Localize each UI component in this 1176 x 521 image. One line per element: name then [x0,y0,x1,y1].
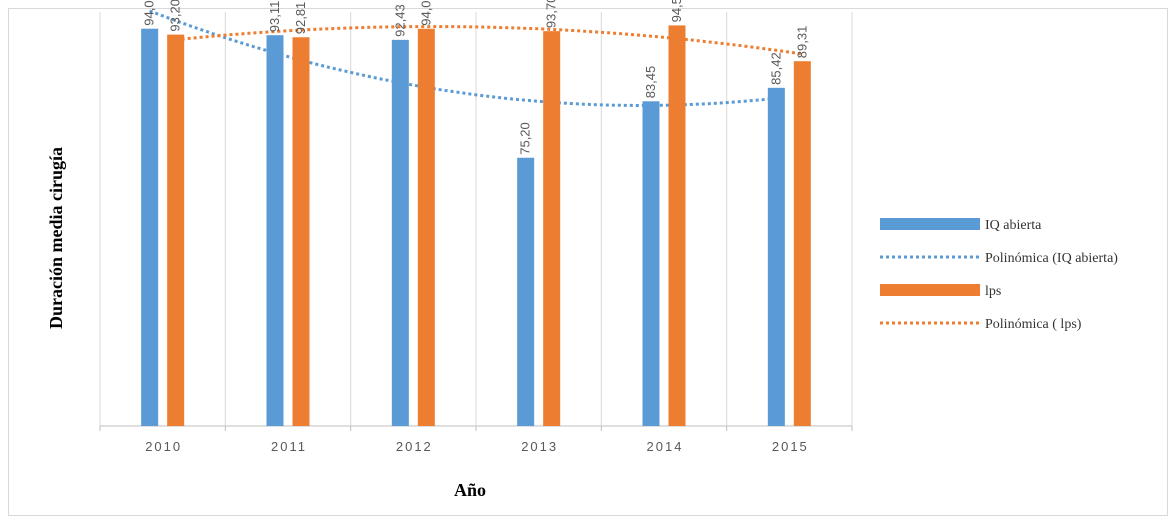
legend-label: IQ abierta [985,218,1042,233]
data-label: 93,20 [168,0,183,32]
data-label: 85,42 [768,52,783,85]
bar-lps [668,25,686,426]
x-tick-label: 2014 [647,439,684,454]
x-axis-title: Año [454,480,486,500]
data-labels: 94,06 93,11 92,43 75,20 83,45 85,42 93,20 92,81… [142,0,810,155]
bars [141,25,811,427]
legend: IQ abierta Polinómica (IQ abierta) lps Poli… [880,218,1118,332]
data-label: 75,20 [518,122,533,155]
bar-iq-abierta [391,39,409,426]
data-label: 92,43 [392,4,407,37]
x-tick-label: 2013 [521,439,558,454]
trendline-lps [175,25,803,56]
chart-frame [8,8,1168,516]
legend-label: Polinómica (IQ abierta) [985,251,1118,266]
data-label: 93,70 [544,0,559,28]
x-tick-labels: 2010 2011 2012 2013 2014 2015 [145,439,809,454]
data-label: 92,81 [293,2,308,35]
x-tick-label: 2011 [271,439,307,454]
bar-lps [167,34,185,426]
x-tick-label: 2015 [772,439,809,454]
data-label: 93,11 [267,1,282,33]
grid-lines [99,12,853,431]
legend-swatch-bar [880,218,980,230]
legend-swatch-bar [880,284,980,296]
bar-lps [292,37,310,426]
data-label: 83,45 [643,66,658,99]
bar-iq-abierta [266,35,284,426]
bar-iq-abierta [141,28,159,426]
y-axis-title: Duración media cirugía [46,147,66,329]
bar-iq-abierta [517,157,535,426]
x-tick-label: 2010 [145,439,182,454]
bar-iq-abierta [642,101,660,426]
data-label: 94,05 [418,0,433,26]
bar-lps [417,28,435,426]
data-label: 94,54 [669,0,684,22]
x-tick-label: 2012 [396,439,433,454]
legend-label: Polinómica ( lps) [985,317,1082,332]
data-label: 94,06 [142,0,157,26]
bar-lps [793,61,811,427]
data-label: 89,31 [794,26,809,59]
bar-lps [543,31,561,426]
bar-iq-abierta [767,87,785,427]
legend-label: lps [985,284,1001,299]
